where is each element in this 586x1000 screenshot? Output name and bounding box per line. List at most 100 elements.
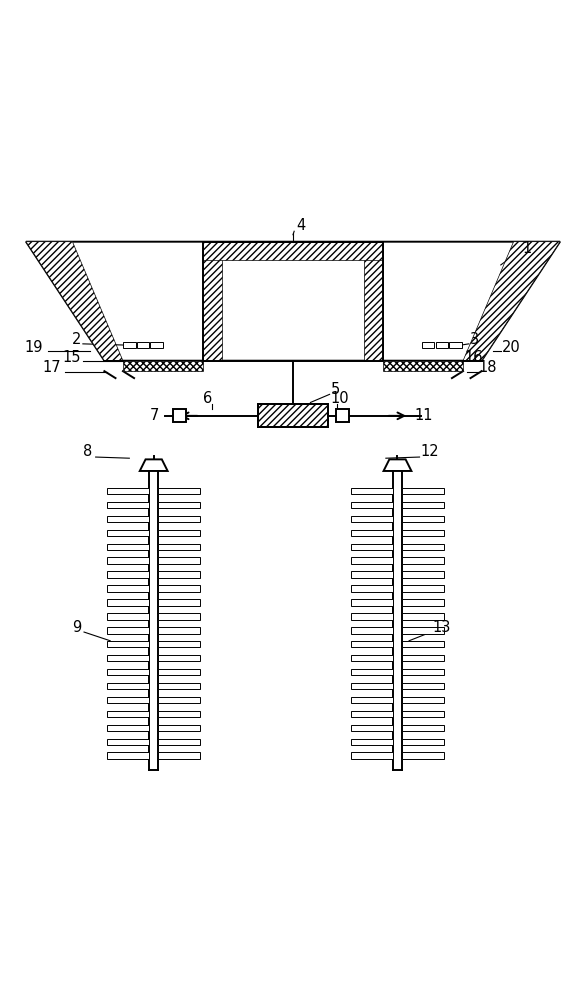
Bar <box>107 752 149 759</box>
Text: 8: 8 <box>83 444 93 459</box>
Bar <box>402 530 444 536</box>
Bar <box>435 342 448 348</box>
Bar <box>107 488 149 494</box>
Bar <box>402 571 444 578</box>
Bar <box>137 342 149 348</box>
Bar <box>402 669 444 675</box>
Bar <box>107 669 149 675</box>
Bar <box>351 683 393 689</box>
Text: 12: 12 <box>421 444 440 459</box>
Bar <box>151 342 163 348</box>
Text: 3: 3 <box>470 332 479 347</box>
Bar <box>107 544 149 550</box>
Bar <box>351 544 393 550</box>
Bar <box>107 613 149 620</box>
Bar <box>402 599 444 606</box>
Bar <box>364 242 383 361</box>
Bar <box>351 655 393 661</box>
Bar <box>158 502 200 508</box>
Text: 6: 6 <box>203 391 212 406</box>
Bar <box>351 739 393 745</box>
Bar <box>351 488 393 494</box>
Bar <box>107 627 149 634</box>
Bar <box>351 752 393 759</box>
Bar <box>351 516 393 522</box>
Bar <box>158 669 200 675</box>
Bar <box>402 683 444 689</box>
Bar <box>351 627 393 634</box>
Bar <box>158 641 200 647</box>
Bar <box>383 361 463 371</box>
Text: 1: 1 <box>522 241 532 256</box>
Bar <box>158 530 200 536</box>
Text: 20: 20 <box>502 340 521 355</box>
Text: 9: 9 <box>72 620 81 635</box>
Text: 5: 5 <box>331 382 340 397</box>
Bar <box>158 627 200 634</box>
Bar <box>402 627 444 634</box>
Bar <box>173 409 186 422</box>
Bar <box>351 502 393 508</box>
Bar <box>351 669 393 675</box>
Text: 7: 7 <box>150 408 159 423</box>
Bar <box>258 404 328 427</box>
Bar <box>107 711 149 717</box>
Bar <box>123 342 135 348</box>
Bar <box>107 516 149 522</box>
Polygon shape <box>26 242 560 361</box>
Bar <box>123 361 203 371</box>
Bar <box>402 697 444 703</box>
Polygon shape <box>463 242 560 361</box>
Bar <box>158 557 200 564</box>
Bar <box>158 516 200 522</box>
Bar <box>158 613 200 620</box>
Bar <box>158 683 200 689</box>
Bar <box>107 725 149 731</box>
Text: 13: 13 <box>432 620 451 635</box>
Text: 16: 16 <box>464 350 483 365</box>
Bar <box>107 585 149 592</box>
Bar <box>351 711 393 717</box>
Bar <box>402 641 444 647</box>
Text: 10: 10 <box>331 391 349 406</box>
Bar <box>351 613 393 620</box>
Bar <box>158 571 200 578</box>
Bar <box>402 725 444 731</box>
Bar <box>203 242 222 361</box>
Bar <box>158 585 200 592</box>
Bar <box>107 697 149 703</box>
Bar <box>402 488 444 494</box>
Bar <box>203 242 383 260</box>
Text: 17: 17 <box>42 360 61 375</box>
Bar <box>107 502 149 508</box>
Polygon shape <box>140 459 168 471</box>
Bar <box>158 655 200 661</box>
Bar <box>107 641 149 647</box>
Bar <box>158 599 200 606</box>
Bar <box>402 585 444 592</box>
Bar <box>402 613 444 620</box>
Bar <box>351 641 393 647</box>
Bar <box>158 544 200 550</box>
Bar <box>402 516 444 522</box>
Bar <box>351 585 393 592</box>
Bar <box>351 599 393 606</box>
Text: 11: 11 <box>415 408 434 423</box>
Bar <box>449 342 462 348</box>
Bar <box>402 711 444 717</box>
Bar <box>107 557 149 564</box>
Text: 19: 19 <box>25 340 43 355</box>
Bar <box>402 752 444 759</box>
Bar <box>158 752 200 759</box>
Bar <box>402 502 444 508</box>
Polygon shape <box>384 459 411 471</box>
Bar <box>107 530 149 536</box>
Bar <box>158 488 200 494</box>
Bar <box>158 711 200 717</box>
Bar <box>351 697 393 703</box>
Bar <box>107 683 149 689</box>
Text: 18: 18 <box>479 360 498 375</box>
Text: 4: 4 <box>296 218 305 233</box>
Bar <box>158 739 200 745</box>
Bar <box>158 725 200 731</box>
